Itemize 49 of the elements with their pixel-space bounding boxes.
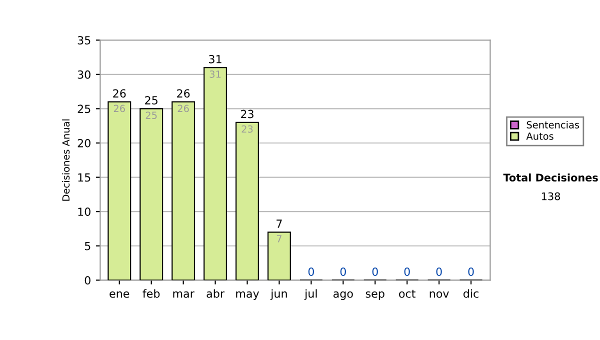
x-tick-label: may bbox=[236, 291, 260, 300]
y-tick-label: 20 bbox=[78, 138, 90, 148]
x-tick-label: abr bbox=[206, 289, 224, 298]
total-label: 23 bbox=[240, 110, 254, 118]
y-axis-title: Decisiones Anual bbox=[62, 119, 70, 201]
total-label: 7 bbox=[276, 220, 282, 228]
y-tick-label: 35 bbox=[78, 36, 90, 44]
y-tick-label: 30 bbox=[78, 70, 90, 79]
data-label: 26 bbox=[178, 104, 189, 112]
y-tick-label: 10 bbox=[78, 208, 90, 216]
total-label: 25 bbox=[145, 96, 158, 104]
total-label: 0 bbox=[468, 268, 474, 276]
legend-label: Sentencias bbox=[526, 120, 580, 128]
bar bbox=[172, 101, 196, 280]
y-tick-label: 5 bbox=[84, 242, 90, 250]
total-label: 31 bbox=[209, 54, 222, 64]
legend-label: Autos bbox=[526, 132, 554, 140]
total-label: 0 bbox=[372, 268, 378, 276]
data-label: 7 bbox=[276, 235, 282, 242]
x-tick-label: ene bbox=[110, 291, 130, 298]
y-tick-label: 0 bbox=[84, 276, 90, 285]
x-tick-label: mar bbox=[173, 291, 194, 298]
y-tick-label: 25 bbox=[78, 104, 90, 114]
total-label: 0 bbox=[308, 268, 314, 276]
data-label: 31 bbox=[210, 70, 221, 78]
data-label: 25 bbox=[146, 112, 157, 119]
data-label: 23 bbox=[242, 125, 253, 133]
x-tick-label: dic bbox=[464, 289, 478, 298]
total-label: 26 bbox=[177, 89, 190, 98]
text: 138 bbox=[542, 192, 560, 200]
text: Total Decisiones bbox=[503, 173, 598, 182]
x-tick-label: jul bbox=[304, 289, 317, 300]
total-label: 26 bbox=[113, 89, 126, 98]
bar bbox=[267, 232, 291, 280]
bar bbox=[108, 101, 132, 280]
data-label: 26 bbox=[114, 104, 125, 112]
x-tick-label: ago bbox=[333, 291, 353, 300]
total-label: 0 bbox=[404, 268, 410, 276]
x-tick-label: jun bbox=[270, 289, 287, 300]
x-tick-label: nov bbox=[430, 291, 449, 298]
y-tick-label: 15 bbox=[78, 173, 90, 182]
x-tick-label: feb bbox=[142, 289, 160, 298]
x-tick-label: oct bbox=[399, 290, 416, 298]
total-label: 0 bbox=[436, 268, 442, 276]
total-label: 0 bbox=[340, 268, 346, 276]
bar bbox=[236, 122, 259, 280]
bar bbox=[204, 67, 228, 280]
bar bbox=[140, 108, 164, 280]
x-tick-label: sep bbox=[366, 291, 384, 300]
